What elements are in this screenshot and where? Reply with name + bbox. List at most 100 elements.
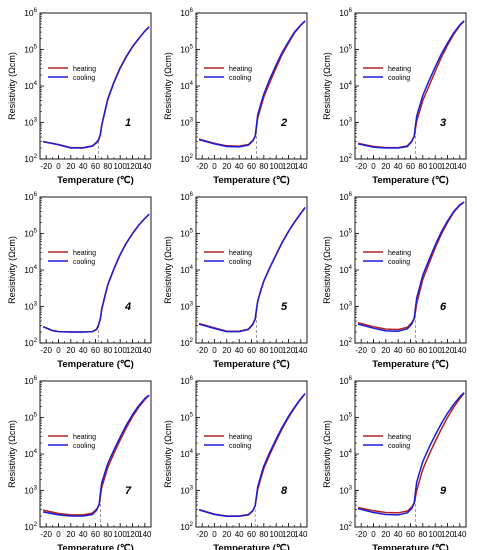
x-tick-label: 120 — [441, 530, 455, 539]
legend-label-heating: heating — [388, 434, 411, 441]
x-tick-label: 40 — [394, 162, 403, 171]
x-tick-label: 20 — [381, 346, 390, 355]
panel-number-label: 8 — [281, 485, 288, 497]
series-line-heating — [357, 201, 465, 331]
x-tick-label: -20 — [355, 162, 367, 171]
y-tick-label: 102 — [24, 338, 37, 348]
plot-frame — [195, 12, 308, 160]
y-tick-label: 103 — [180, 118, 193, 128]
legend-label-heating: heating — [388, 66, 411, 73]
x-tick-label: 140 — [138, 346, 152, 355]
x-tick-label: 40 — [79, 162, 88, 171]
x-tick-label: 20 — [222, 530, 231, 539]
x-axis-label: Temperature (℃) — [213, 175, 289, 186]
y-tick-exponent: 4 — [190, 265, 194, 271]
x-tick-label: -20 — [40, 346, 52, 355]
y-tick-exponent: 2 — [190, 154, 194, 160]
y-axis-label: Resistivity (Ωcm) — [322, 52, 332, 120]
y-tick-label: 106 — [180, 376, 193, 386]
x-tick-label: 120 — [126, 162, 140, 171]
x-tick-label: 100 — [428, 530, 442, 539]
x-tick-label: 80 — [259, 346, 268, 355]
x-tick-label: 40 — [79, 530, 88, 539]
legend-label-heating: heating — [73, 250, 96, 257]
y-tick-exponent: 3 — [34, 118, 38, 124]
legend-label-cooling: cooling — [388, 443, 410, 450]
y-tick-label: 102 — [24, 522, 37, 532]
x-tick-label: 80 — [259, 530, 268, 539]
panel-number-label: 2 — [280, 117, 287, 129]
y-tick-exponent: 4 — [34, 449, 38, 455]
plot-frame — [39, 12, 152, 160]
x-tick-label: 0 — [56, 346, 61, 355]
y-tick-label: 105 — [339, 413, 352, 423]
plot-frame — [195, 380, 308, 528]
x-tick-label: 60 — [91, 162, 100, 171]
y-tick-exponent: 2 — [190, 338, 194, 344]
x-tick-label: 140 — [294, 346, 308, 355]
x-tick-label: 100 — [428, 162, 442, 171]
x-tick-label: 120 — [126, 346, 140, 355]
x-tick-label: 80 — [418, 530, 427, 539]
y-axis-label: Resistivity (Ωcm) — [7, 52, 17, 120]
legend-label-heating: heating — [73, 434, 96, 441]
x-tick-label: 40 — [235, 530, 244, 539]
legend-label-heating: heating — [73, 66, 96, 73]
y-tick-label: 103 — [24, 302, 37, 312]
x-axis-label: Temperature (℃) — [213, 543, 289, 550]
x-axis-label: Temperature (℃) — [372, 359, 448, 370]
x-axis-label: Temperature (℃) — [57, 175, 133, 186]
y-tick-exponent: 3 — [190, 302, 194, 308]
y-tick-label: 106 — [180, 8, 193, 18]
y-tick-label: 102 — [24, 154, 37, 164]
plot-frame — [195, 196, 308, 344]
x-tick-label: 40 — [394, 346, 403, 355]
y-tick-label: 103 — [180, 302, 193, 312]
y-tick-exponent: 5 — [34, 413, 38, 419]
x-tick-label: 80 — [259, 162, 268, 171]
y-tick-exponent: 2 — [34, 338, 38, 344]
x-axis-label: Temperature (℃) — [57, 543, 133, 550]
x-tick-label: 80 — [103, 346, 112, 355]
y-tick-exponent: 4 — [190, 449, 194, 455]
x-tick-label: 40 — [79, 346, 88, 355]
y-tick-label: 106 — [180, 192, 193, 202]
x-tick-label: 20 — [381, 530, 390, 539]
x-tick-label: 140 — [453, 530, 467, 539]
legend-label-cooling: cooling — [229, 443, 251, 450]
legend-label-cooling: cooling — [73, 443, 95, 450]
y-tick-label: 105 — [24, 413, 37, 423]
x-tick-label: 20 — [66, 162, 75, 171]
y-tick-label: 104 — [180, 265, 193, 275]
y-tick-exponent: 6 — [349, 192, 353, 198]
x-tick-label: 100 — [269, 530, 283, 539]
x-tick-label: -20 — [196, 346, 208, 355]
y-tick-label: 105 — [24, 45, 37, 55]
plot-frame — [354, 12, 467, 160]
x-tick-label: 0 — [371, 530, 376, 539]
x-tick-label: 140 — [294, 162, 308, 171]
y-tick-exponent: 6 — [34, 8, 38, 14]
y-tick-exponent: 2 — [349, 338, 353, 344]
series-line-cooling — [357, 392, 465, 516]
y-tick-label: 103 — [24, 118, 37, 128]
x-tick-label: 60 — [247, 346, 256, 355]
x-tick-label: -20 — [355, 346, 367, 355]
x-tick-label: -20 — [40, 530, 52, 539]
plot-frame — [39, 196, 152, 344]
x-tick-label: 60 — [91, 346, 100, 355]
legend-label-cooling: cooling — [229, 75, 251, 82]
x-axis-label: Temperature (℃) — [372, 543, 448, 550]
x-tick-label: 20 — [66, 346, 75, 355]
y-tick-exponent: 4 — [349, 81, 353, 87]
x-axis-label: Temperature (℃) — [372, 175, 448, 186]
y-tick-exponent: 3 — [34, 486, 38, 492]
y-tick-label: 104 — [24, 81, 37, 91]
y-tick-label: 103 — [339, 118, 352, 128]
x-tick-label: 20 — [66, 530, 75, 539]
y-tick-exponent: 2 — [190, 522, 194, 528]
